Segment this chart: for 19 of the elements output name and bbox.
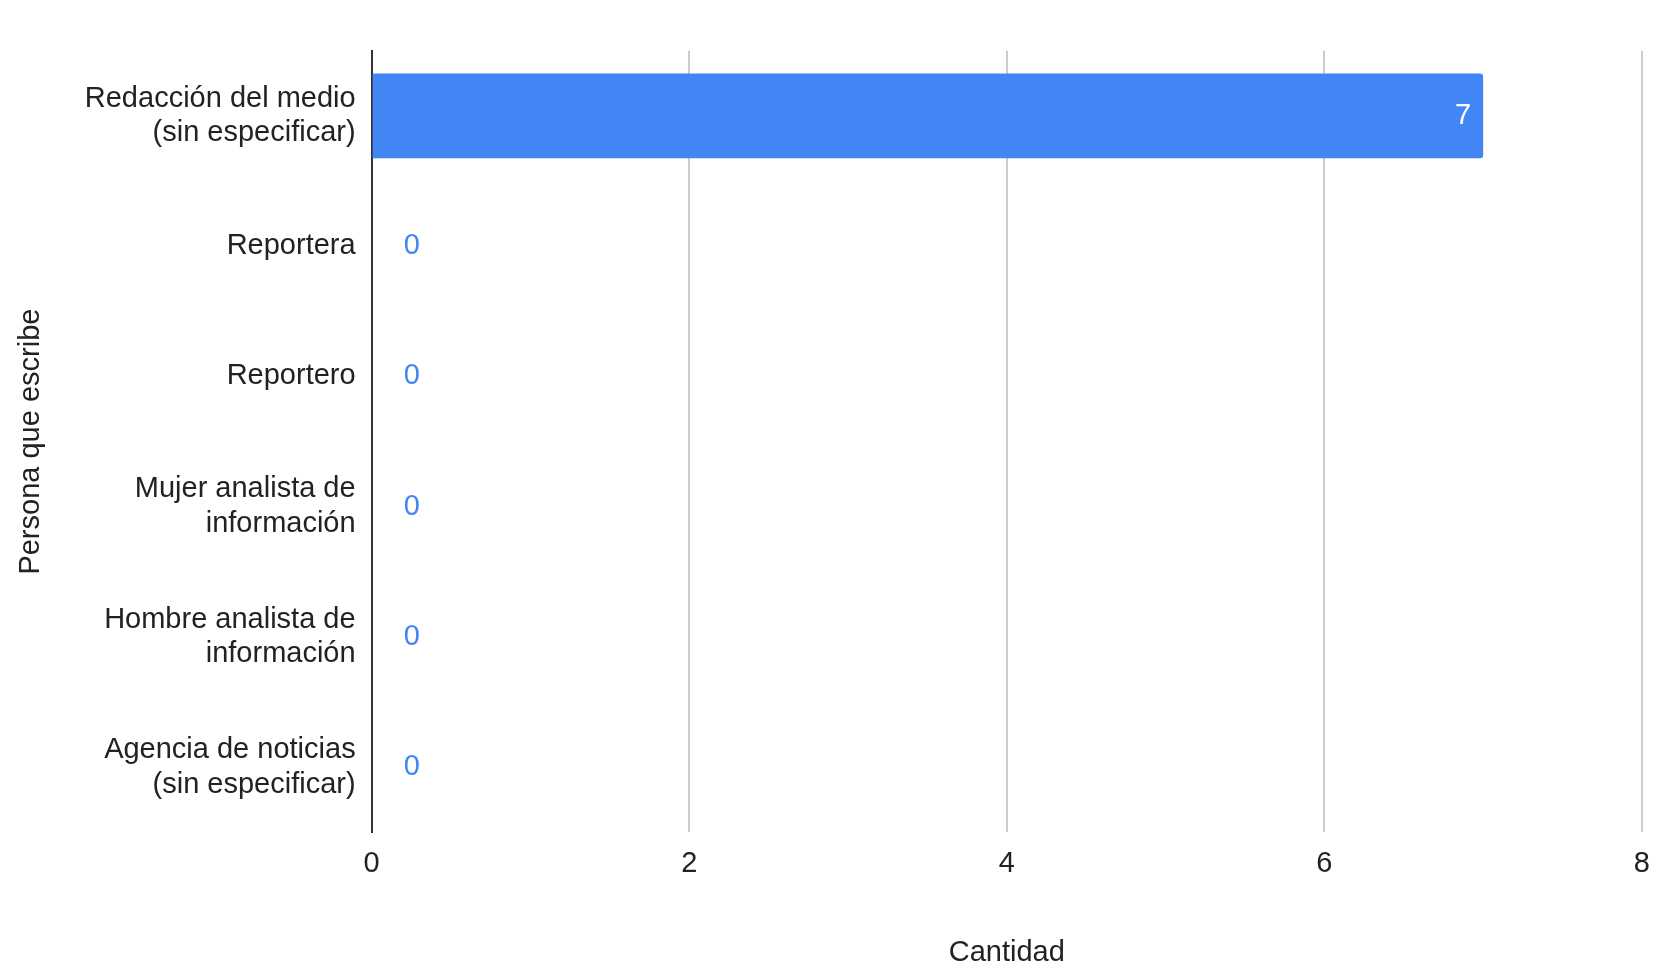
y-tick-label: Reportero: [226, 358, 356, 391]
data-label: 0: [403, 228, 420, 261]
x-axis-title: Cantidad: [948, 934, 1065, 967]
data-label: 0: [403, 619, 420, 651]
data-label: 0: [403, 488, 420, 521]
y-tick-label: Mujer analista de información: [134, 471, 356, 539]
x-tick-label: 4: [998, 845, 1015, 878]
y-tick-label: Reportera: [226, 228, 357, 261]
y-axis-title: Persona que escribe: [13, 308, 46, 575]
x-tick-label: 6: [1316, 845, 1333, 878]
data-label: 0: [403, 358, 420, 391]
y-tick-label: Hombre analista de información: [104, 601, 356, 669]
x-tick-label: 8: [1633, 845, 1651, 878]
data-label: 7: [1455, 97, 1472, 130]
x-tick-label: 0: [363, 845, 380, 878]
y-tick-label: Agencia de noticias (sin especificar): [104, 731, 356, 799]
x-tick-label: 2: [681, 845, 698, 878]
y-tick-label: Redacción del medio (sin especificar): [84, 80, 356, 148]
data-label: 0: [403, 749, 420, 782]
